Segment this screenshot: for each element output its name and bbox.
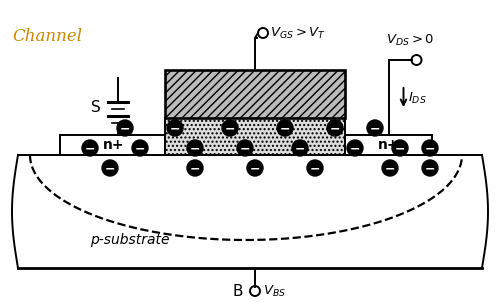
Circle shape [237,140,253,156]
Text: B: B [232,284,243,298]
Text: −: − [240,143,250,156]
Text: −: − [280,123,290,136]
Text: −: − [395,143,405,156]
Circle shape [367,120,383,136]
Text: −: − [425,143,435,156]
Text: −: − [385,162,395,175]
Text: −: − [120,123,130,136]
Circle shape [292,140,308,156]
Text: −: − [350,143,360,156]
Bar [165,70,345,118]
Circle shape [307,160,323,176]
Text: −: − [250,162,260,175]
Text: −: − [425,162,435,175]
Text: $V_{DS}>0$: $V_{DS}>0$ [386,32,434,47]
Text: −: − [85,143,95,156]
Text: −: − [295,143,305,156]
Bar [60,135,167,155]
Circle shape [422,140,438,156]
Circle shape [222,120,238,136]
Circle shape [422,160,438,176]
Text: S: S [91,101,101,115]
Text: −: − [370,123,380,136]
Text: Channel: Channel [12,28,82,45]
Circle shape [82,140,98,156]
Text: −: − [310,162,320,175]
Text: −: − [170,123,180,136]
Circle shape [277,120,293,136]
Circle shape [187,160,203,176]
Bar [345,135,432,155]
Circle shape [132,140,148,156]
Circle shape [117,120,133,136]
Text: −: − [225,123,235,136]
Circle shape [382,160,398,176]
Text: −: − [190,162,200,175]
Text: −: − [330,123,340,136]
Circle shape [167,120,183,136]
Circle shape [102,160,118,176]
Text: n+: n+ [103,138,124,152]
Circle shape [187,140,203,156]
Text: n+: n+ [378,138,399,152]
Text: $V_{GS}>V_T$: $V_{GS}>V_T$ [270,25,326,40]
Text: −: − [135,143,145,156]
Circle shape [392,140,408,156]
Circle shape [347,140,363,156]
Bar [165,118,345,155]
Text: −: − [190,143,200,156]
Text: −: − [105,162,115,175]
Circle shape [247,160,263,176]
Text: $V_{BS}$: $V_{BS}$ [263,284,286,299]
Text: $I_{DS}$: $I_{DS}$ [408,91,427,106]
Circle shape [327,120,343,136]
Text: p-substrate: p-substrate [90,233,170,247]
